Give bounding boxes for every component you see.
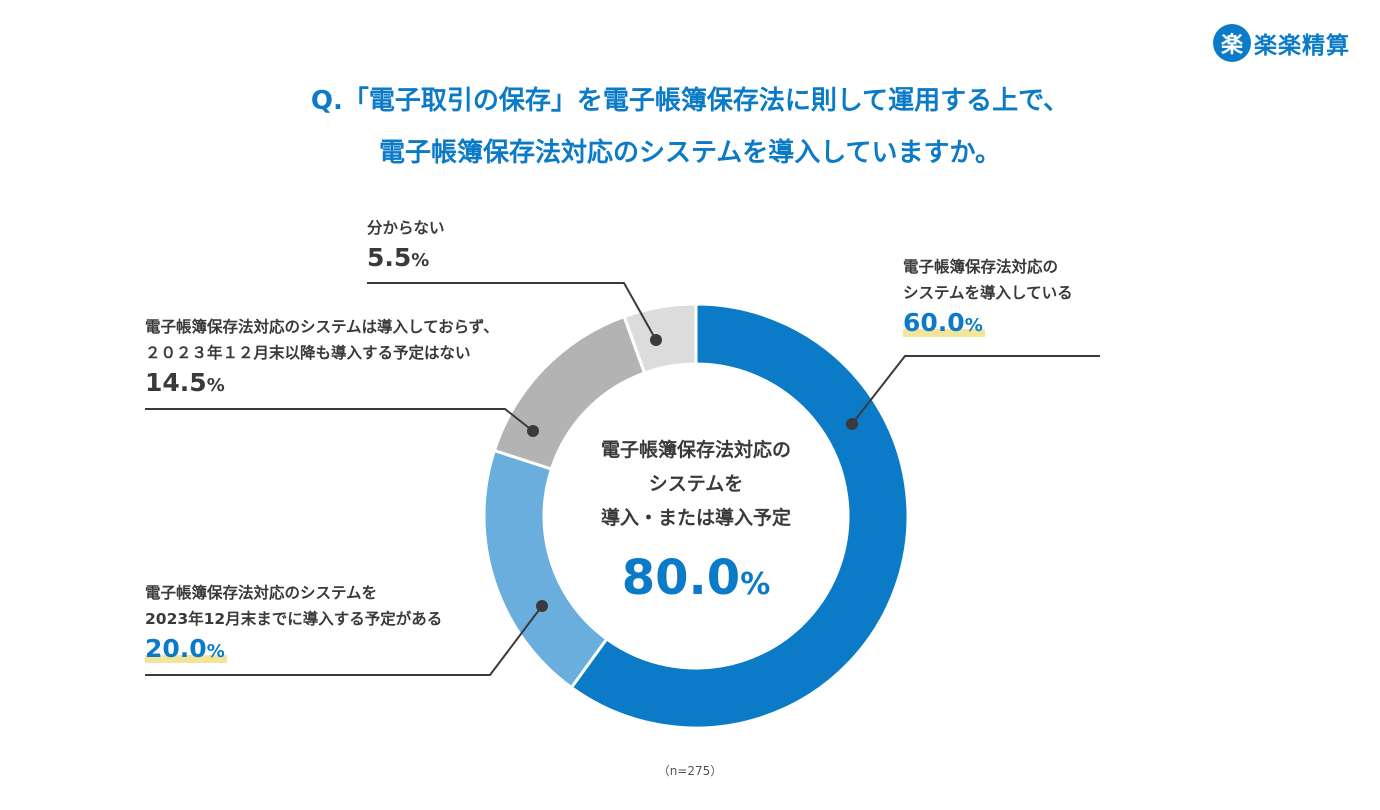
slice-label-text: 電子帳簿保存法対応のシステムは導入しておらず、 [145, 318, 499, 336]
center-total-value: 80.0% [621, 550, 771, 606]
question-title-line1: Q.「電子取引の保存」を電子帳簿保存法に則して運用する上で、 [310, 86, 1070, 116]
brand-name: 楽楽精算 [1254, 33, 1350, 59]
slice-value-unknown: 5.5% [367, 243, 430, 272]
leader-installed-dot [846, 418, 858, 430]
center-caption-line: 導入・または導入予定 [600, 507, 791, 529]
slice-label-text: 分からない [367, 219, 445, 237]
center-caption: 電子帳簿保存法対応の システムを 導入・または導入予定 [546, 433, 846, 535]
slice-value-planned: 20.0% [145, 634, 227, 663]
brand-mark-icon: 楽 [1213, 24, 1251, 62]
leader-planned-line [145, 605, 543, 676]
leader-unknown-line [367, 282, 657, 341]
slice-label-unknown: 分からない 5.5% [367, 215, 445, 278]
leader-no-plan-line [145, 408, 534, 432]
leader-planned-dot [536, 600, 548, 612]
center-caption-line: システムを [648, 473, 744, 495]
slice-label-no-plan: 電子帳簿保存法対応のシステムは導入しておらず、 ２０２３年１２月末以降も導入する… [145, 314, 499, 403]
slice-label-planned: 電子帳簿保存法対応のシステムを 2023年12月末までに導入する予定がある 20… [145, 580, 442, 669]
sample-size-note: （n=275） [657, 764, 723, 778]
question-title-line2: 電子帳簿保存法対応のシステムを導入していますか。 [379, 138, 1001, 168]
center-caption-line: 電子帳簿保存法対応の [600, 439, 791, 461]
slice-label-text: 電子帳簿保存法対応の [903, 258, 1059, 276]
leader-lines [145, 282, 1100, 676]
slice-label-text: システムを導入している [903, 284, 1073, 302]
donut-slice-installed [569, 302, 910, 730]
leader-unknown-dot [650, 334, 662, 346]
leader-no-plan-dot [527, 425, 539, 437]
slice-label-installed: 電子帳簿保存法対応の システムを導入している 60.0% [903, 254, 1073, 343]
leader-installed-line [851, 355, 1100, 425]
slice-value-no-plan: 14.5% [145, 368, 225, 397]
slice-label-text: ２０２３年１２月末以降も導入する予定はない [145, 344, 471, 362]
brand-logo: 楽 楽楽精算 [1213, 24, 1350, 62]
slice-value-installed: 60.0% [903, 308, 985, 337]
slice-label-text: 電子帳簿保存法対応のシステムを [145, 584, 378, 602]
slice-label-text: 2023年12月末までに導入する予定がある [145, 610, 443, 628]
